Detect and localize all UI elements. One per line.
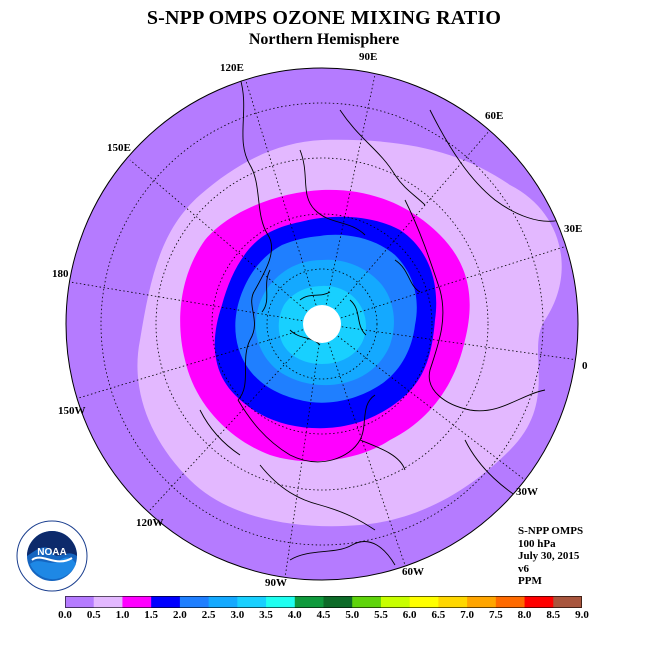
lon-label-0: 0 — [582, 360, 588, 372]
colorbar-tick-label: 0.5 — [86, 609, 101, 621]
pressure-level-label: 100 hPa — [518, 537, 556, 550]
colorbar-swatch — [266, 596, 296, 608]
coastlines — [199, 77, 561, 566]
colorbar-tick-label: 0.0 — [58, 609, 72, 621]
lon-label-180: 180 — [52, 268, 69, 280]
colorbar-tick-label: 2.5 — [201, 609, 216, 621]
lon-label-150e: 150E — [107, 142, 131, 154]
colorbar-swatch — [151, 596, 181, 608]
colorbar-tick-label: 1.0 — [115, 609, 130, 621]
version-label: v6 — [518, 562, 529, 575]
colorbar-tick-label: 6.5 — [431, 609, 446, 621]
instrument-label: S-NPP OMPS — [518, 525, 584, 537]
colorbar-tick-label: 6.0 — [402, 609, 417, 621]
colorbar-tick-label: 8.5 — [546, 609, 561, 621]
colorbar-tick-label: 2.0 — [173, 609, 187, 621]
map-border — [65, 67, 579, 581]
colorbar-swatch — [122, 596, 152, 608]
colorbar-swatch — [467, 596, 497, 608]
colorbar-swatch — [65, 596, 95, 608]
noaa-logo-text: NOAA — [37, 547, 66, 558]
lon-label-60e: 60E — [485, 110, 504, 122]
colorbar-tick-label: 3.5 — [259, 609, 273, 621]
colorbar-swatch — [93, 596, 123, 608]
colorbar-tick-label: 4.0 — [287, 609, 302, 621]
lon-label-150w: 150W — [58, 405, 86, 417]
colorbar-tick-label: 5.0 — [345, 609, 360, 621]
colorbar-tick-label: 7.0 — [460, 609, 474, 621]
colorbar-tick-label: 7.5 — [488, 609, 503, 621]
colorbar-swatch — [495, 596, 526, 608]
polar-data-gap — [303, 305, 341, 343]
colorbar-tick-label: 1.5 — [144, 609, 159, 621]
colorbar-swatch — [380, 596, 411, 608]
colorbar — [65, 596, 582, 608]
colorbar-swatch — [524, 596, 554, 608]
colorbar-swatch — [323, 596, 353, 608]
units-label: PPM — [518, 575, 542, 587]
product-info: S-NPP OMPS 100 hPa July 30, 2015 v6 PPM — [518, 525, 583, 588]
colorbar-tick-label: 4.5 — [316, 609, 331, 621]
lon-label-30w: 30W — [516, 486, 538, 498]
lon-label-90e: 90E — [359, 51, 378, 63]
noaa-logo: NOAA — [16, 520, 88, 592]
colorbar-swatch — [294, 596, 324, 608]
colorbar-swatch — [409, 596, 439, 608]
colorbar-swatch — [179, 596, 210, 608]
date-label: July 30, 2015 — [518, 550, 580, 562]
colorbar-swatch — [553, 596, 582, 608]
map-title: S-NPP OMPS OZONE MIXING RATIO — [146, 7, 502, 29]
lon-label-120w: 120W — [136, 517, 164, 529]
lon-label-120e: 120E — [220, 62, 244, 74]
colorbar-swatch — [208, 596, 238, 608]
lon-label-90w: 90W — [265, 577, 287, 589]
colorbar-tick-label: 5.5 — [374, 609, 388, 621]
graticule — [69, 69, 578, 579]
colorbar-swatch — [237, 596, 267, 608]
colorbar-swatch — [438, 596, 468, 608]
colorbar-tick-label: 3.0 — [230, 609, 245, 621]
colorbar-swatch — [352, 596, 382, 608]
lon-label-30e: 30E — [564, 223, 583, 235]
lon-label-60w: 60W — [402, 566, 424, 578]
map-subtitle: Northern Hemisphere — [248, 31, 400, 48]
colorbar-tick-label: 8.0 — [517, 609, 532, 621]
colorbar-tick-label: 9.0 — [575, 609, 589, 621]
